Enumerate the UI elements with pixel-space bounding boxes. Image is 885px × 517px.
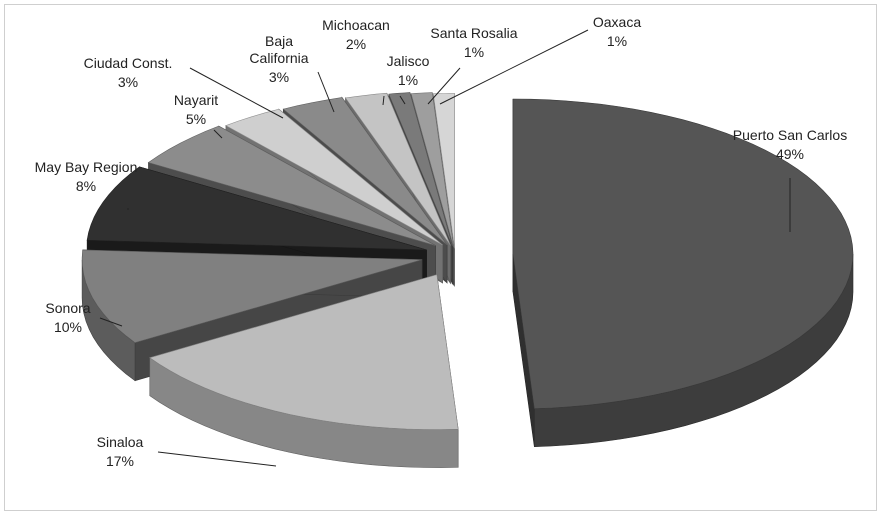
pie-slice-top xyxy=(147,125,436,246)
leader-line xyxy=(157,451,277,467)
pie-slice-top xyxy=(432,93,455,249)
slice-label: Santa Rosalia 1% xyxy=(430,25,517,60)
pie-slice-1 xyxy=(149,274,459,468)
slice-label: Baja California 3% xyxy=(249,33,308,85)
slice-label: Michoacan 2% xyxy=(322,17,390,52)
leader-line xyxy=(317,71,335,113)
leader-line xyxy=(439,29,589,105)
slice-label: Puerto San Carlos 49% xyxy=(733,127,847,162)
pie-slice-top xyxy=(81,249,423,344)
slice-label: Ciudad Const. 3% xyxy=(84,55,173,90)
leader-line xyxy=(99,317,123,327)
pie-slice-top xyxy=(344,92,451,246)
leader-line xyxy=(427,67,461,105)
pie-slice-0 xyxy=(512,98,854,448)
pie-slice-top xyxy=(225,108,443,246)
pie-slice-top xyxy=(282,97,448,246)
leader-line xyxy=(399,95,406,105)
pie-slice-top xyxy=(512,98,854,410)
slice-label: Oaxaca 1% xyxy=(593,14,641,49)
slice-label: May Bay Region 8% xyxy=(35,159,138,194)
slice-label: Jalisco 1% xyxy=(387,53,430,88)
pie-slice-top xyxy=(86,166,427,251)
leader-line xyxy=(382,95,385,106)
leader-line xyxy=(189,67,284,119)
pie-slice-top xyxy=(410,92,454,248)
slice-label: Sonora 10% xyxy=(45,300,90,335)
slice-label: Sinaloa 17% xyxy=(97,434,144,469)
slice-label: Nayarit 5% xyxy=(174,92,218,127)
leader-line xyxy=(213,129,223,139)
pie-slice-top xyxy=(149,274,459,430)
pie-slice-top xyxy=(388,92,453,247)
